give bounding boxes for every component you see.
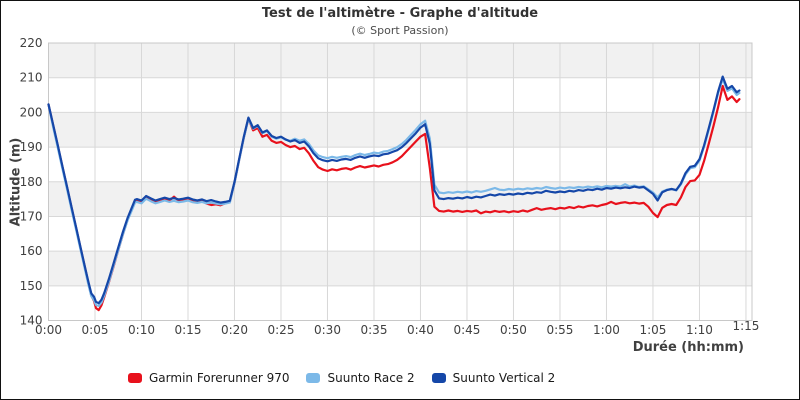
plot-border [48, 42, 753, 321]
y-tick-label: 160 [20, 244, 43, 258]
x-tick-label: 0:40 [407, 323, 434, 337]
series-line-suunto-vertical-2 [47, 75, 741, 305]
x-tick-label: 0:50 [500, 323, 527, 337]
plot-area: 140 150 160 170 180 190 200 210 220 0:00 0:05 0:10 0… [20, 36, 760, 337]
band [48, 43, 752, 78]
y-tick-label: 190 [20, 140, 43, 154]
y-tick-label: 220 [20, 36, 43, 50]
y-tick-label: 150 [20, 279, 43, 293]
legend: Garmin Forerunner 970 Suunto Race 2 Suunto… [128, 371, 555, 385]
series-line-suunto-race-2 [47, 77, 741, 307]
series-line-garmin-forerunner-970 [47, 84, 741, 312]
legend-item-suunto-race-2: Suunto Race 2 [306, 371, 415, 385]
y-tick-label: 140 [20, 314, 43, 328]
x-tick-label: 1:05 [639, 323, 666, 337]
legend-label: Suunto Race 2 [327, 371, 415, 385]
chart-subtitle: (© Sport Passion) [351, 24, 449, 37]
x-tick-label: 0:30 [314, 323, 341, 337]
legend-item-garmin-forerunner-970: Garmin Forerunner 970 [128, 371, 289, 385]
x-tick-label: 0:55 [546, 323, 573, 337]
x-tick-label: 0:35 [361, 323, 388, 337]
x-tick-label: 1:10 [686, 323, 713, 337]
band [48, 251, 752, 286]
x-tick-label: 0:45 [453, 323, 480, 337]
x-tick-label: 1:15 [732, 319, 759, 333]
x-tick-label: 0:05 [82, 323, 109, 337]
y-tick-label: 180 [20, 175, 43, 189]
chart-title: Test de l'altimètre - Graphe d'altitude [261, 6, 539, 21]
legend-label: Suunto Vertical 2 [452, 371, 556, 385]
x-tick-label: 0:15 [175, 323, 202, 337]
legend-swatch-icon [128, 373, 142, 383]
x-axis-title: Durée (hh:mm) [632, 340, 744, 355]
y-tick-label: 210 [20, 71, 43, 85]
legend-swatch-icon [431, 373, 446, 383]
x-tick-label: 0:10 [128, 323, 155, 337]
legend-item-suunto-vertical-2: Suunto Vertical 2 [431, 371, 556, 385]
x-tick-label: 0:25 [268, 323, 295, 337]
y-tick-label: 200 [20, 105, 43, 119]
x-tick-label: 1:00 [593, 323, 620, 337]
legend-swatch-icon [306, 373, 321, 383]
y-tick-label: 170 [20, 209, 43, 223]
legend-label: Garmin Forerunner 970 [149, 371, 290, 385]
x-tick-label: 0:20 [221, 323, 248, 337]
x-tick-label: 0:00 [35, 323, 62, 337]
band [48, 112, 752, 148]
